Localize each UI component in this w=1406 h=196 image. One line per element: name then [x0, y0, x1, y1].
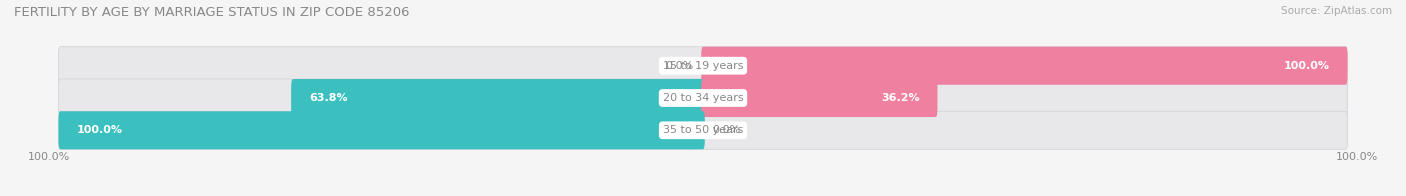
- FancyBboxPatch shape: [702, 47, 1347, 85]
- Text: Source: ZipAtlas.com: Source: ZipAtlas.com: [1281, 6, 1392, 16]
- Text: 63.8%: 63.8%: [309, 93, 347, 103]
- Text: 100.0%: 100.0%: [28, 152, 70, 162]
- FancyBboxPatch shape: [702, 79, 938, 117]
- Text: 100.0%: 100.0%: [76, 125, 122, 135]
- Text: 100.0%: 100.0%: [1336, 152, 1378, 162]
- Text: 0.0%: 0.0%: [713, 125, 741, 135]
- Text: 20 to 34 years: 20 to 34 years: [662, 93, 744, 103]
- Text: 0.0%: 0.0%: [665, 61, 693, 71]
- FancyBboxPatch shape: [291, 79, 704, 117]
- FancyBboxPatch shape: [59, 111, 1347, 149]
- Text: 35 to 50 years: 35 to 50 years: [662, 125, 744, 135]
- Text: FERTILITY BY AGE BY MARRIAGE STATUS IN ZIP CODE 85206: FERTILITY BY AGE BY MARRIAGE STATUS IN Z…: [14, 6, 409, 19]
- Text: 15 to 19 years: 15 to 19 years: [662, 61, 744, 71]
- Text: 100.0%: 100.0%: [1284, 61, 1330, 71]
- FancyBboxPatch shape: [59, 111, 704, 149]
- FancyBboxPatch shape: [59, 47, 1347, 85]
- Text: 36.2%: 36.2%: [882, 93, 920, 103]
- FancyBboxPatch shape: [59, 79, 1347, 117]
